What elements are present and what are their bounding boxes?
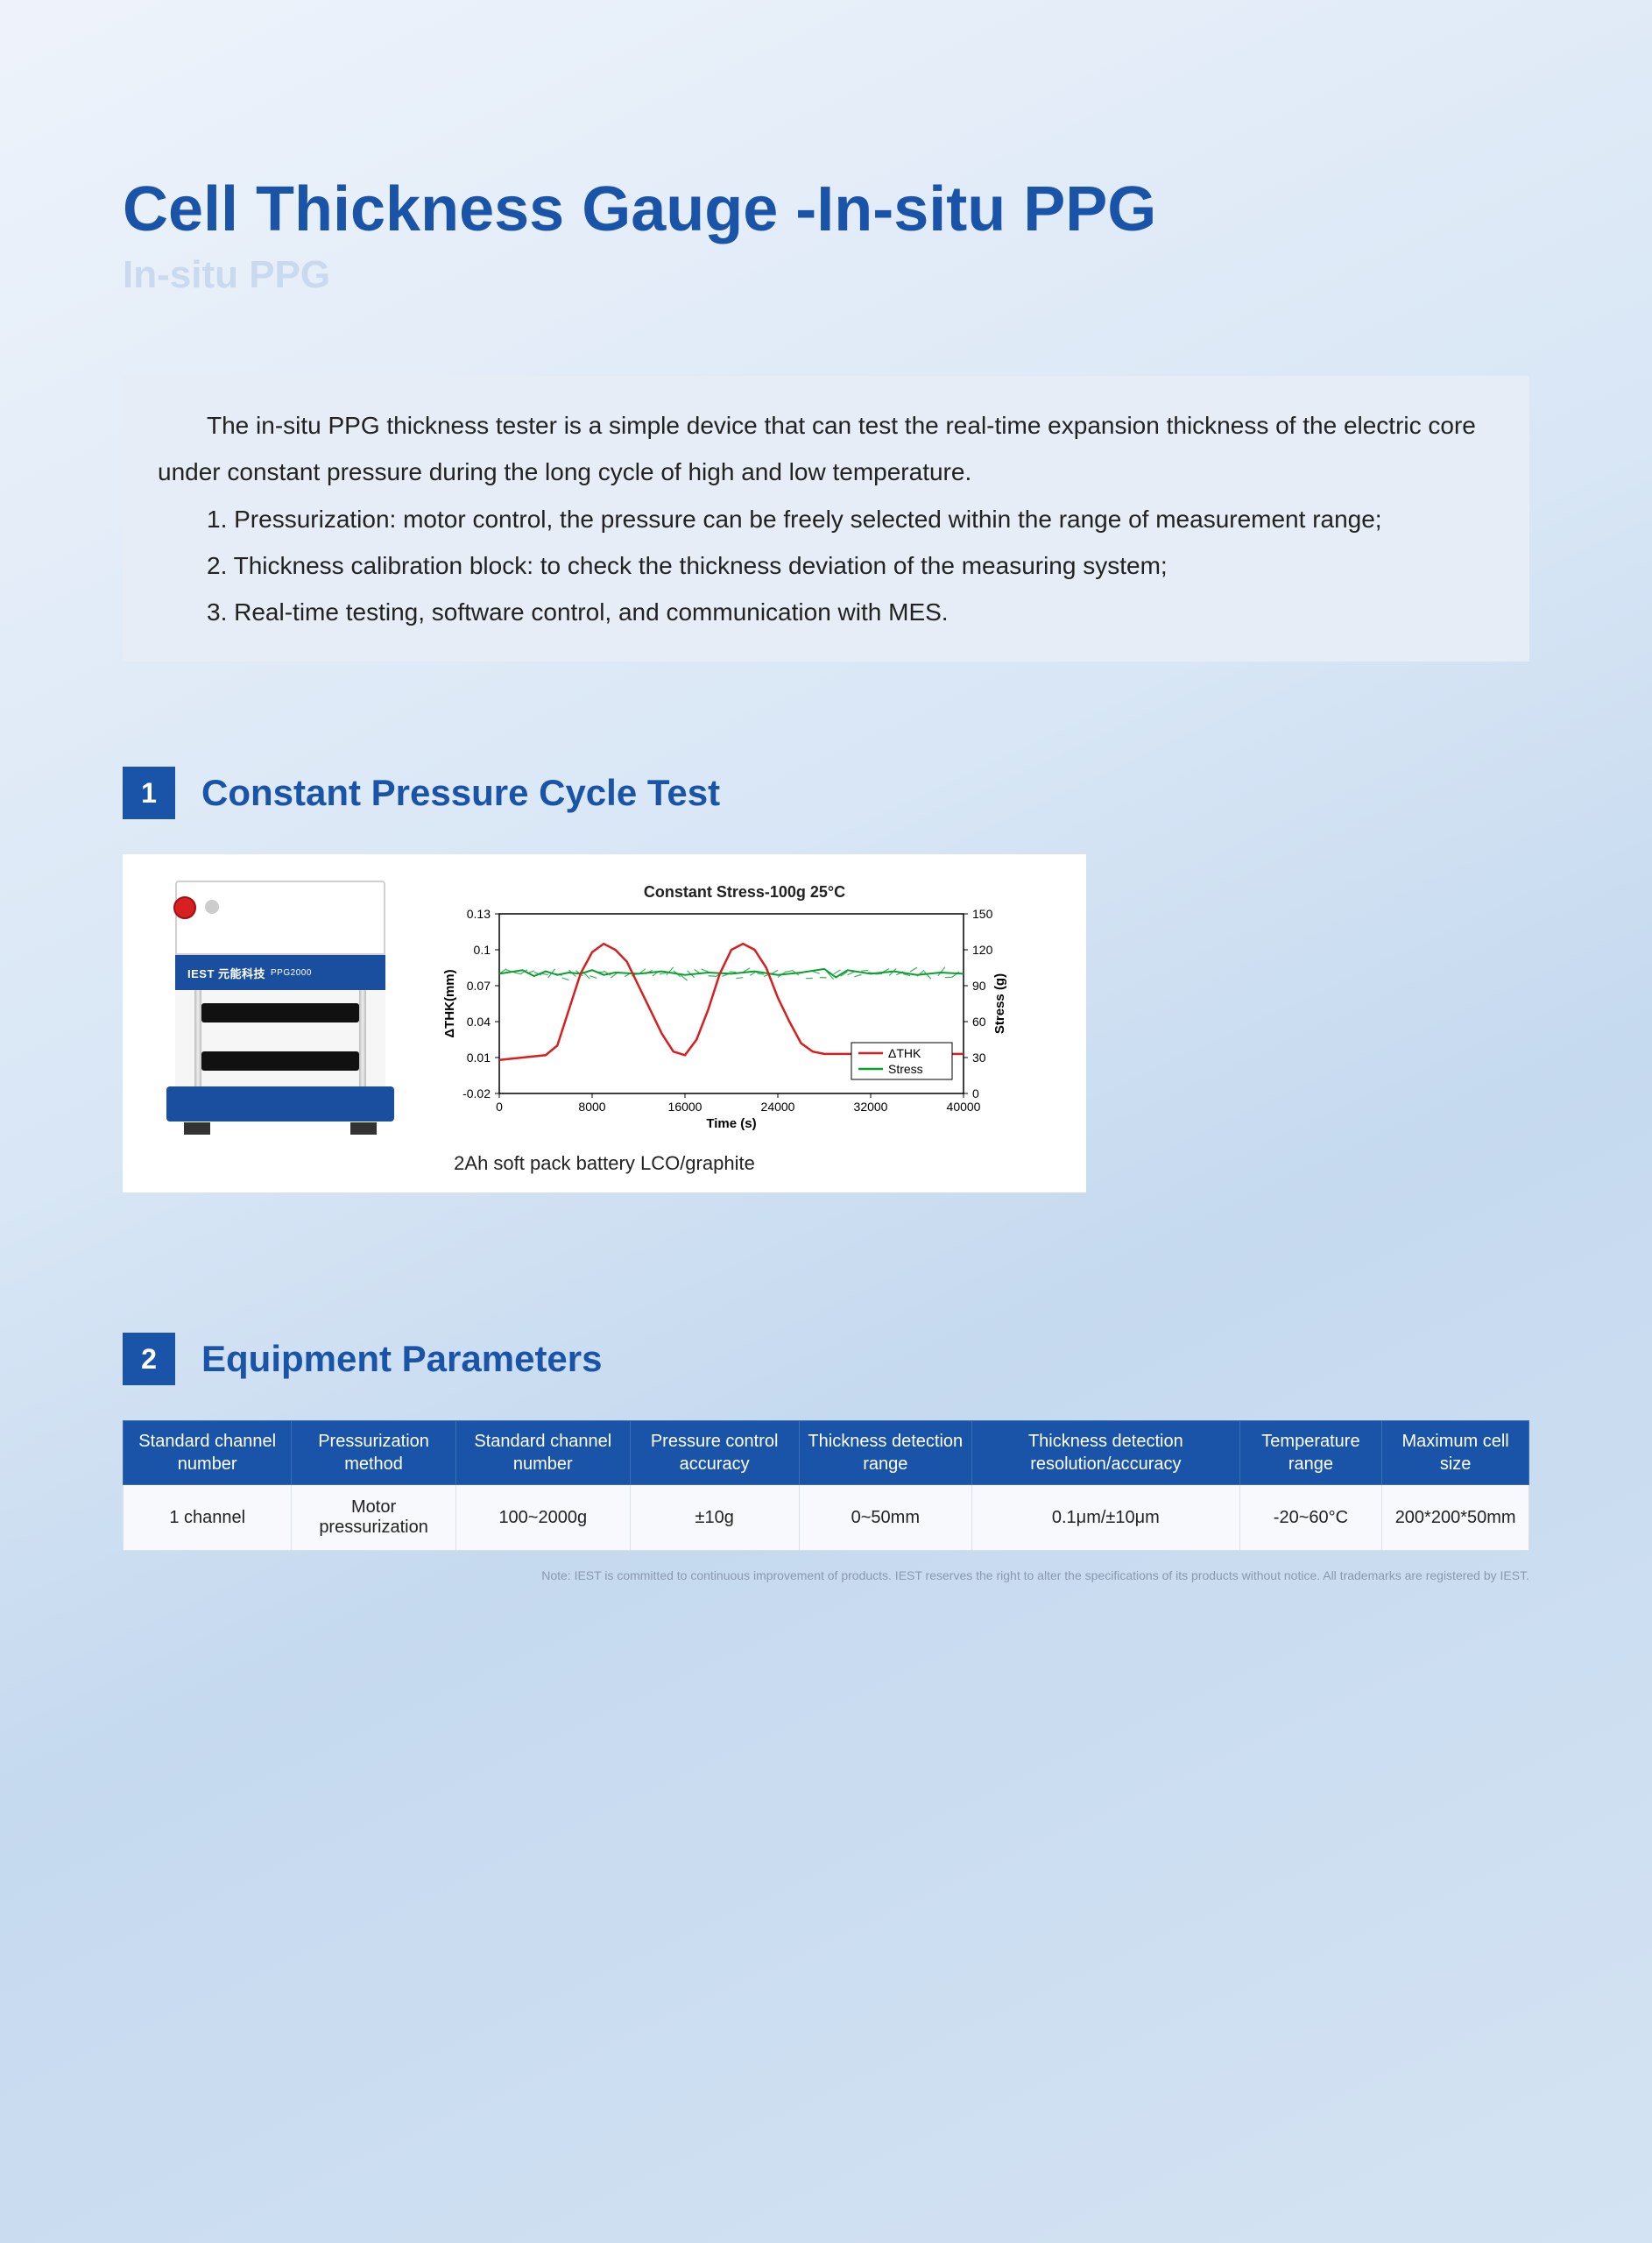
table-cell: Motor pressurization [292, 1485, 455, 1551]
table-header: Thickness detection resolution/accuracy [972, 1421, 1240, 1485]
svg-text:24000: 24000 [761, 1100, 795, 1114]
intro-box: The in-situ PPG thickness tester is a si… [123, 376, 1529, 662]
intro-p4: 3. Real-time testing, software control, … [158, 589, 1494, 635]
device-illustration: IEST 元能科技 PPG2000 [158, 881, 403, 1135]
table-header: Standard channel number [455, 1421, 630, 1485]
svg-text:-0.02: -0.02 [462, 1086, 491, 1100]
table-header: Standard channel number [124, 1421, 292, 1485]
page-title: Cell Thickness Gauge -In-situ PPG [123, 175, 1529, 244]
table-header: Temperature range [1239, 1421, 1382, 1485]
svg-text:0: 0 [972, 1086, 979, 1100]
svg-text:32000: 32000 [854, 1100, 888, 1114]
chart-svg: 0 8000 16000 24000 32000 40000 -0.02 0.01 0.04 0.… [438, 905, 1016, 1133]
svg-text:30: 30 [972, 1051, 986, 1065]
svg-text:0.13: 0.13 [467, 907, 491, 921]
table-cell: 200*200*50mm [1382, 1485, 1529, 1551]
table-cell: 0~50mm [799, 1485, 972, 1551]
table-cell: 1 channel [124, 1485, 292, 1551]
section1-title: Constant Pressure Cycle Test [201, 772, 720, 814]
chart-caption: 2Ah soft pack battery LCO/graphite [454, 1152, 755, 1175]
svg-text:Time (s): Time (s) [706, 1116, 756, 1131]
table-cell: -20~60°C [1239, 1485, 1382, 1551]
chart-title: Constant Stress-100g 25°C [438, 883, 1051, 902]
table-cell: 100~2000g [455, 1485, 630, 1551]
svg-text:0.01: 0.01 [467, 1051, 491, 1065]
params-table: Standard channel numberPressurization me… [123, 1420, 1529, 1551]
table-header: Pressure control accuracy [630, 1421, 799, 1485]
figure-box: IEST 元能科技 PPG2000 Constant Stress-100g 25… [123, 854, 1086, 1192]
table-cell: ±10g [630, 1485, 799, 1551]
svg-text:60: 60 [972, 1015, 986, 1029]
intro-p1: The in-situ PPG thickness tester is a si… [158, 402, 1494, 495]
table-header: Maximum cell size [1382, 1421, 1529, 1485]
svg-text:120: 120 [972, 943, 993, 957]
device-model: PPG2000 [271, 968, 312, 978]
footnote: Note: IEST is committed to continuous im… [123, 1568, 1529, 1582]
intro-p2: 1. Pressurization: motor control, the pr… [158, 496, 1494, 542]
table-header: Thickness detection range [799, 1421, 972, 1485]
section2-header: 2 Equipment Parameters [123, 1333, 1529, 1385]
svg-text:0.04: 0.04 [467, 1015, 491, 1029]
section1-header: 1 Constant Pressure Cycle Test [123, 767, 1529, 819]
device-label: IEST 元能科技 [187, 965, 265, 981]
svg-text:40000: 40000 [947, 1100, 981, 1114]
section2-num: 2 [123, 1333, 175, 1385]
section2-title: Equipment Parameters [201, 1338, 603, 1380]
section1-num: 1 [123, 767, 175, 819]
svg-text:0.1: 0.1 [474, 943, 491, 957]
svg-text:Stress: Stress [888, 1062, 923, 1076]
svg-text:ΔTHK: ΔTHK [888, 1046, 921, 1060]
intro-p3: 2. Thickness calibration block: to check… [158, 542, 1494, 589]
page-subtitle: In-situ PPG [123, 253, 1529, 297]
table-cell: 0.1μm/±10μm [972, 1485, 1240, 1551]
svg-text:16000: 16000 [668, 1100, 702, 1114]
svg-text:150: 150 [972, 907, 993, 921]
svg-text:0: 0 [496, 1100, 503, 1114]
svg-text:8000: 8000 [578, 1100, 605, 1114]
svg-text:0.07: 0.07 [467, 979, 491, 993]
chart: Constant Stress-100g 25°C 0 8000 16000 2400… [438, 883, 1051, 1133]
svg-text:Stress (g): Stress (g) [992, 973, 1007, 1034]
svg-text:90: 90 [972, 979, 986, 993]
table-header: Pressurization method [292, 1421, 455, 1485]
svg-text:ΔTHK(mm): ΔTHK(mm) [442, 969, 457, 1037]
